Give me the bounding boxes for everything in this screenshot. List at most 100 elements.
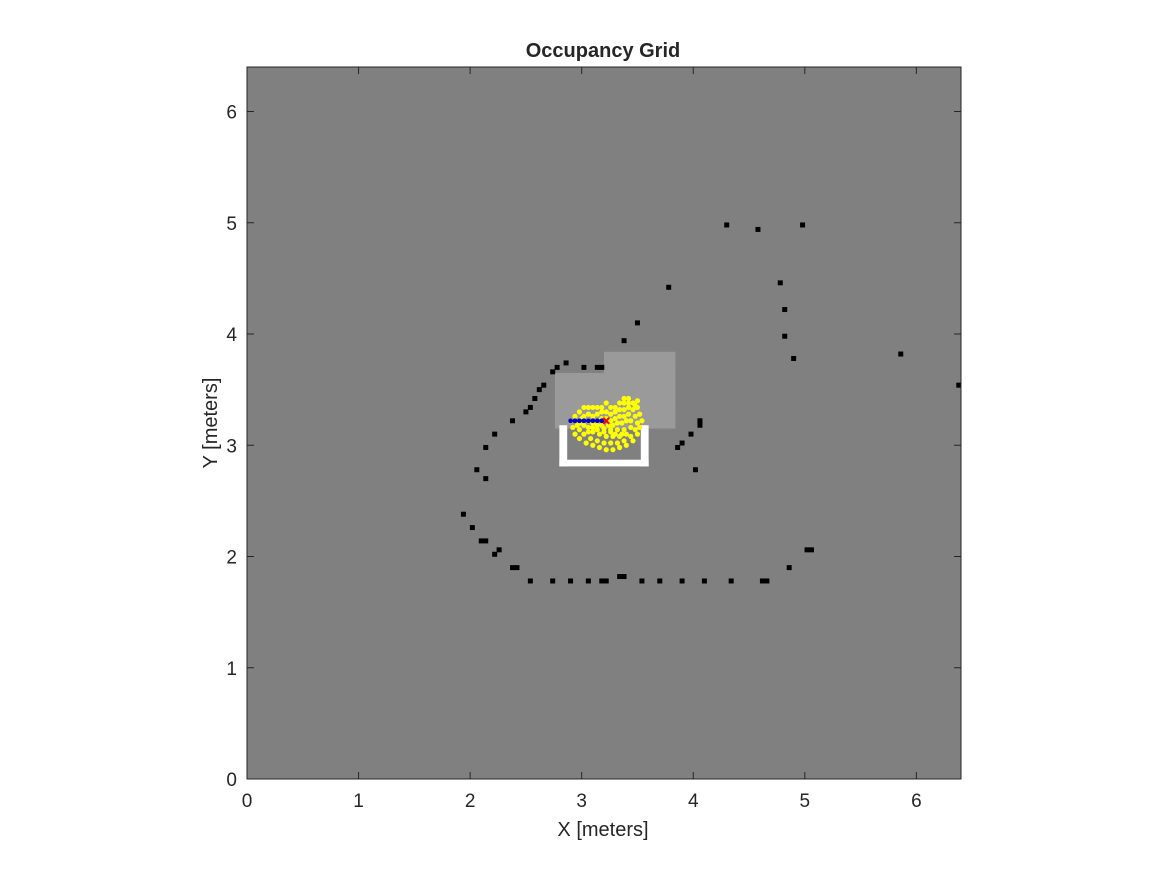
- occupied-cell-5: [782, 307, 788, 313]
- occupied-cell-14: [581, 364, 587, 370]
- occupied-cell-57: [697, 422, 703, 428]
- y-tick-label-2: 2: [226, 548, 237, 569]
- particle-point-75: [585, 424, 591, 431]
- path-point-3: [581, 418, 587, 424]
- occupied-cell-3: [666, 284, 672, 290]
- occupied-cell-22: [523, 409, 529, 415]
- particle-point-8: [603, 400, 609, 406]
- occupied-cell-25: [483, 444, 489, 450]
- occupied-cell-2: [800, 222, 806, 228]
- particle-point-95: [634, 398, 641, 404]
- particle-point-80: [610, 422, 616, 428]
- particle-point-21: [623, 442, 629, 448]
- particle-point-97: [585, 429, 591, 435]
- occupied-cell-42: [617, 574, 623, 580]
- occupied-cell-26: [474, 467, 480, 473]
- occupied-cell-15: [563, 360, 569, 366]
- x-axis-label: X [meters]: [557, 819, 648, 841]
- particle-point-49: [614, 440, 620, 446]
- x-tick-label-1: 1: [353, 791, 364, 812]
- occupied-cell-47: [701, 578, 707, 584]
- particle-point-90: [608, 429, 614, 435]
- occupied-cell-32: [496, 547, 502, 553]
- occupied-cell-56: [688, 431, 694, 437]
- particle-point-83: [623, 418, 629, 424]
- occupied-cell-9: [621, 338, 627, 344]
- particle-point-18: [637, 424, 643, 431]
- particle-point-52: [594, 438, 600, 444]
- y-tick-label-5: 5: [226, 214, 237, 235]
- particle-point-45: [634, 420, 641, 426]
- particle-point-26: [590, 442, 596, 448]
- particle-point-39: [612, 409, 618, 415]
- particle-point-84: [621, 427, 627, 433]
- x-tick-label-6: 6: [911, 791, 922, 812]
- robot-marker: [602, 417, 610, 425]
- occupied-cell-16: [554, 364, 560, 370]
- y-tick-label-0: 0: [226, 770, 237, 791]
- particle-point-10: [612, 404, 618, 411]
- occupied-cell-35: [514, 565, 520, 571]
- particle-point-41: [621, 407, 627, 413]
- occupied-cell-18: [541, 382, 547, 388]
- occupied-cell-43: [621, 574, 627, 580]
- particle-point-67: [628, 418, 634, 424]
- particle-point-69: [623, 431, 629, 437]
- y-tick-label-6: 6: [226, 103, 237, 124]
- particle-point-16: [637, 411, 643, 417]
- particle-point-81: [614, 420, 620, 426]
- occupied-cell-10: [898, 351, 904, 357]
- particle-point-38: [608, 411, 614, 417]
- particle-point-19: [634, 431, 641, 437]
- particle-point-29: [572, 431, 578, 437]
- occupied-cell-27: [483, 476, 489, 482]
- particle-point-27: [583, 440, 589, 446]
- y-tick-label-4: 4: [226, 325, 237, 346]
- occupied-cell-39: [585, 578, 591, 584]
- occupied-cell-6: [782, 333, 788, 339]
- occupied-cell-28: [460, 511, 466, 517]
- y-tick-label-1: 1: [226, 659, 237, 680]
- occupied-cell-40: [599, 578, 605, 584]
- x-axis: 0 1 2 3 4 5 6: [242, 67, 922, 812]
- occupied-cell-49: [759, 578, 765, 584]
- occupied-cell-21: [527, 404, 533, 410]
- particle-point-11: [617, 400, 623, 406]
- particle-point-48: [621, 438, 627, 444]
- particle-point-94: [621, 395, 627, 402]
- particle-point-73: [596, 431, 603, 437]
- particle-point-2: [576, 409, 583, 415]
- particle-point-51: [601, 440, 607, 446]
- x-tick-label-4: 4: [688, 791, 699, 812]
- occupied-cell-37: [550, 578, 556, 584]
- particle-point-12: [621, 400, 627, 406]
- particle-point-88: [594, 427, 600, 433]
- particle-point-23: [610, 447, 616, 453]
- occupied-cell-53: [809, 547, 815, 553]
- particle-point-28: [576, 435, 583, 442]
- particle-point-7: [599, 404, 605, 411]
- y-axis-label: Y [meters]: [200, 378, 222, 469]
- particle-point-13: [625, 395, 632, 402]
- occupied-cell-31: [483, 538, 489, 544]
- particle-point-91: [612, 431, 618, 437]
- axes-frame: [246, 66, 962, 780]
- particle-point-47: [628, 433, 634, 439]
- free-cell-0: [559, 459, 649, 467]
- occupied-cell-17: [550, 369, 556, 375]
- particle-point-53: [588, 435, 594, 442]
- path-point-2: [577, 418, 582, 424]
- particle-point-25: [596, 444, 603, 451]
- particle-point-72: [603, 433, 609, 439]
- particle-point-68: [628, 424, 634, 431]
- occupied-cell-24: [492, 431, 498, 437]
- occupied-cell-11: [956, 382, 962, 388]
- occupied-cell-41: [603, 578, 609, 584]
- x-tick-label-2: 2: [465, 791, 476, 812]
- occupied-cell-33: [492, 551, 498, 557]
- particle-point-56: [581, 422, 587, 428]
- path-point-0: [568, 418, 573, 424]
- particle-point-6: [594, 404, 600, 411]
